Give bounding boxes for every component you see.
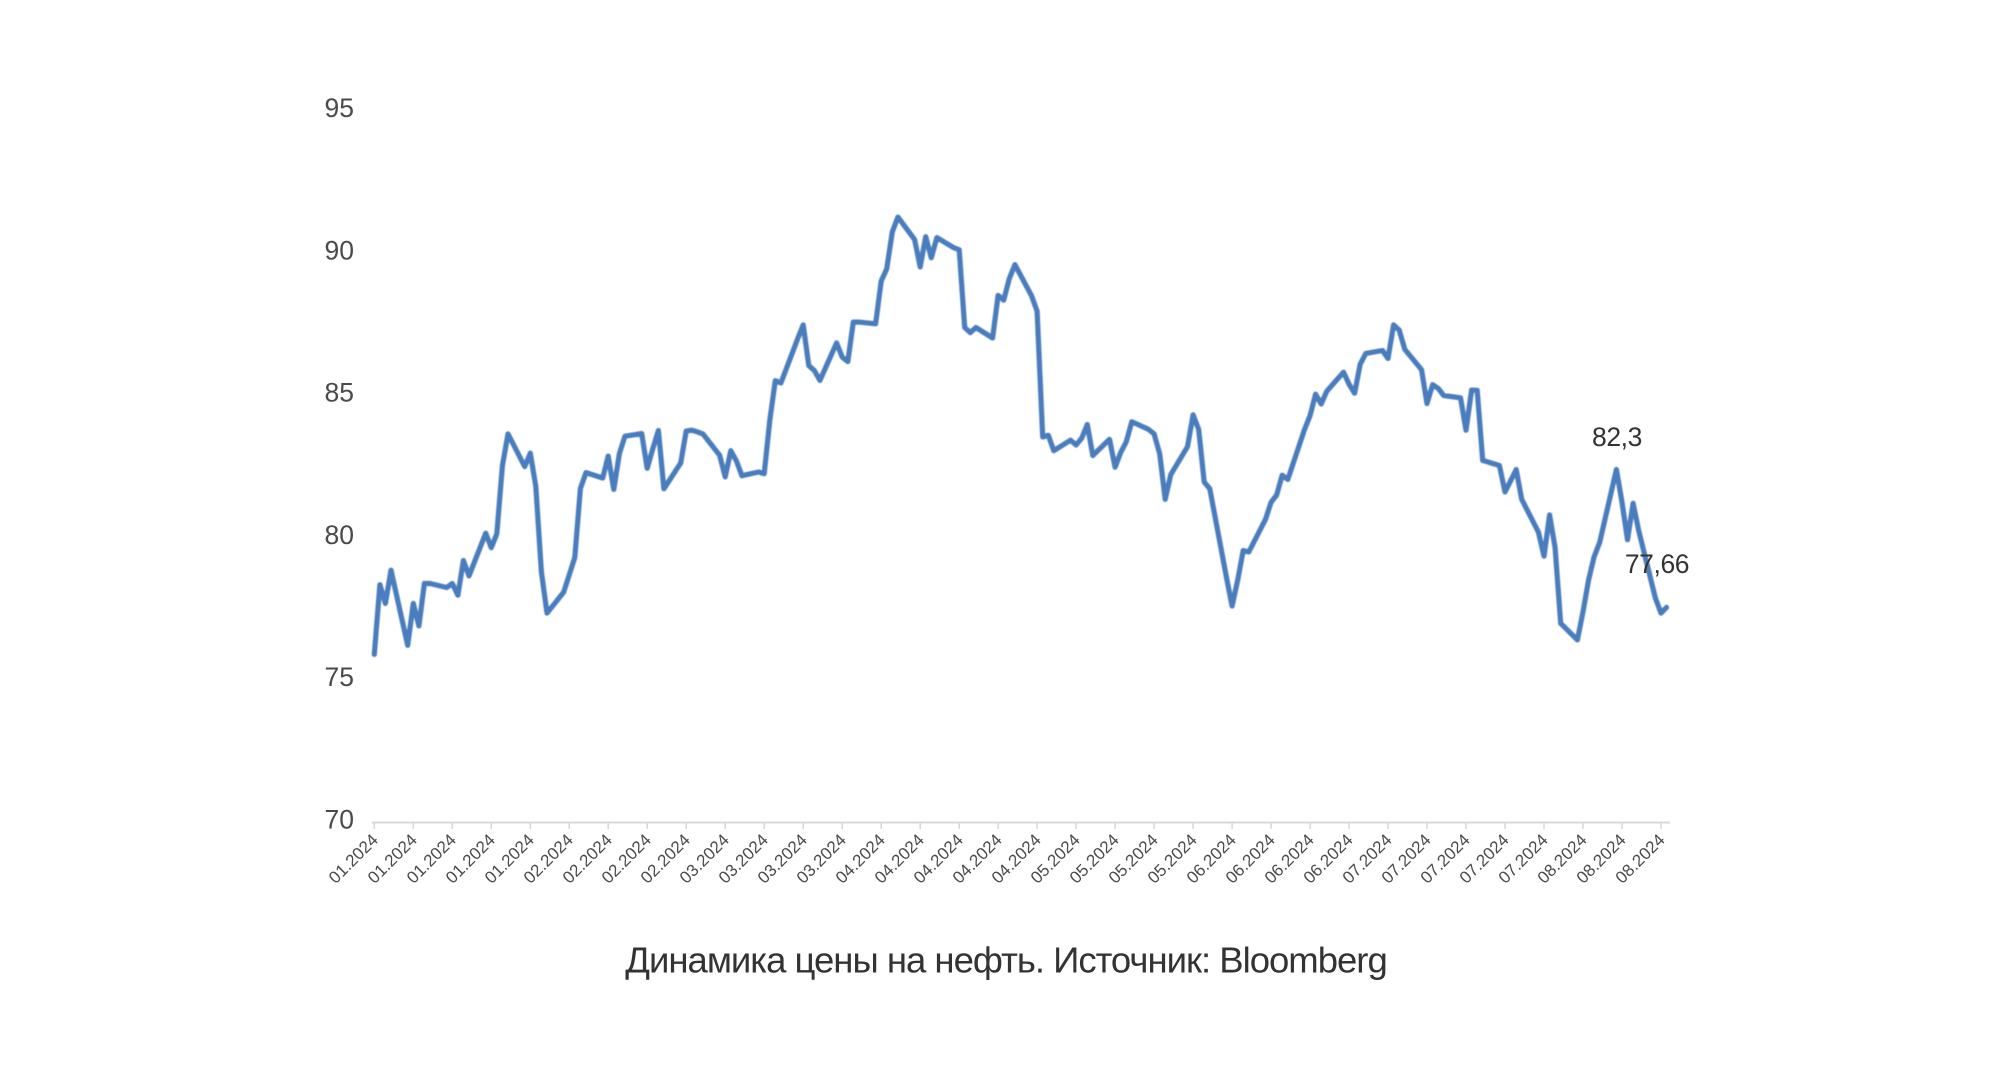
svg-text:Динамика цены на нефть. Источн: Динамика цены на нефть. Источник: Bloomb… [625, 940, 1387, 981]
svg-text:95: 95 [325, 93, 354, 123]
svg-text:75: 75 [325, 662, 354, 692]
svg-text:85: 85 [325, 378, 354, 408]
svg-text:82,3: 82,3 [1592, 422, 1642, 452]
svg-text:70: 70 [325, 804, 354, 834]
svg-text:90: 90 [325, 235, 354, 265]
svg-text:80: 80 [325, 520, 354, 550]
svg-text:77,66: 77,66 [1625, 549, 1689, 579]
